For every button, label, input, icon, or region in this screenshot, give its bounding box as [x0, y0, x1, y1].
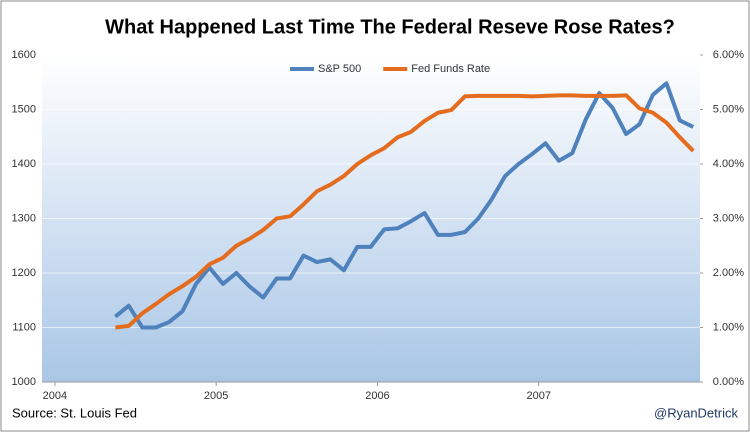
y-tick-label: 1400 [12, 158, 36, 170]
chart-title: What Happened Last Time The Federal Rese… [105, 16, 675, 38]
source: Source: St. Louis Fed [12, 405, 137, 420]
y-tick-label: 1600 [12, 49, 36, 61]
y-tick-label: 1000 [12, 376, 36, 388]
x-tick-label: 2007 [526, 390, 550, 402]
y-tick-label: 1300 [12, 212, 36, 224]
legend-label: Fed Funds Rate [411, 63, 490, 75]
y2-tick-label: 1.00% [713, 321, 744, 333]
y2-tick-label: 3.00% [713, 212, 744, 224]
credit: @RyanDetrick [654, 405, 738, 420]
y2-tick-label: 0.00% [713, 376, 744, 388]
y2-tick-label: 2.00% [713, 267, 744, 279]
y2-tick-label: 4.00% [713, 158, 744, 170]
y-tick-label: 1100 [12, 321, 36, 333]
x-tick-label: 2004 [43, 390, 67, 402]
x-tick-label: 2005 [204, 390, 228, 402]
y2-tick-label: 6.00% [713, 49, 744, 61]
y-tick-label: 1500 [12, 103, 36, 115]
legend-label: S&P 500 [318, 63, 361, 75]
y-tick-label: 1200 [12, 267, 36, 279]
series-line [115, 93, 695, 330]
y2-tick-label: 5.00% [713, 103, 744, 115]
x-tick-label: 2006 [365, 390, 389, 402]
